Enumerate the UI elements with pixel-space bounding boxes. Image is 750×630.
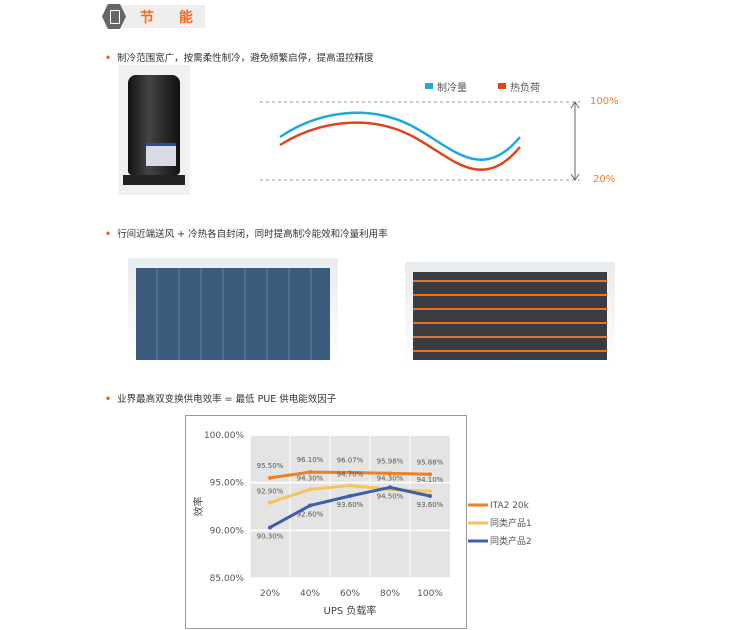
legend-label: 同类产品2 <box>490 535 532 547</box>
data-label: 93.60% <box>417 501 444 509</box>
efficiency-chart-frame <box>185 415 467 629</box>
y-tick-label: 95.00% <box>210 479 245 489</box>
legend-swatch-cooling <box>425 83 433 89</box>
efficiency-chart: 85.00% 90.00% 95.00% 100.00% 20% 40% 60% 80% 100… <box>192 431 532 617</box>
data-point <box>308 487 312 492</box>
data-label: 93.60% <box>337 501 364 509</box>
data-label: 94.50% <box>377 492 404 500</box>
data-point <box>348 483 352 488</box>
legend-label: 同类产品1 <box>490 517 532 529</box>
bullet-text: 业界最高双变换供电效率 = 最低 PUE 供电能效因子 <box>117 394 337 405</box>
x-axis-label: UPS 负载率 <box>324 604 377 617</box>
cooling-curve <box>279 111 521 161</box>
legend-label: ITA2 20k <box>490 501 530 511</box>
data-point <box>388 471 392 476</box>
bullet-text: 制冷范围宽广，按需柔性制冷，避免频繁启停，提高温控精度 <box>117 53 374 64</box>
label-20: 20% <box>593 174 616 185</box>
heat-curve <box>279 121 521 171</box>
data-point <box>268 475 272 480</box>
data-point <box>348 494 352 499</box>
data-point <box>268 525 272 530</box>
label-100: 100% <box>590 96 619 107</box>
rack-hot-aisle-image <box>405 262 615 368</box>
plot-area <box>250 435 450 578</box>
rack-cold-aisle-image <box>128 258 338 368</box>
data-point <box>348 470 352 475</box>
data-label: 94.30% <box>377 474 404 482</box>
bullet-cooling: • 制冷范围宽广，按需柔性制冷，避免频繁启停，提高温控精度 <box>105 53 374 64</box>
x-tick-label: 20% <box>260 589 280 599</box>
data-point <box>428 472 432 477</box>
x-tick-label: 40% <box>300 589 320 599</box>
bullet-efficiency: • 业界最高双变换供电效率 = 最低 PUE 供电能效因子 <box>105 394 337 405</box>
data-label: 92.90% <box>257 488 284 496</box>
data-point <box>428 489 432 494</box>
data-label: 90.30% <box>257 532 284 540</box>
y-tick-label: 100.00% <box>204 431 244 441</box>
y-tick-label: 85.00% <box>210 574 245 584</box>
section-header <box>105 5 205 28</box>
y-axis-label: 效率 <box>192 497 205 517</box>
bullet-text: 行间近端送风 + 冷热各自封闭，同时提高制冷能效和冷量利用率 <box>117 229 388 240</box>
data-label: 94.10% <box>417 476 444 484</box>
cooling-wave-diagram <box>260 83 580 181</box>
y-tick-label: 90.00% <box>210 526 245 536</box>
legend-swatch-heat <box>498 83 506 89</box>
compressor-image <box>118 65 190 195</box>
data-label: 95.50% <box>257 462 284 470</box>
section-title: 节 能 <box>140 10 203 26</box>
bullet-airflow: • 行间近端送风 + 冷热各自封闭，同时提高制冷能效和冷量利用率 <box>105 229 388 240</box>
legend-heat: 热负荷 <box>510 83 540 94</box>
x-tick-label: 60% <box>340 589 360 599</box>
data-point <box>428 494 432 499</box>
data-label: 94.70% <box>337 471 364 479</box>
x-tick-label: 80% <box>380 589 400 599</box>
x-tick-label: 100% <box>417 589 443 599</box>
data-label: 95.98% <box>377 457 404 465</box>
legend-cooling: 制冷量 <box>437 83 467 94</box>
data-point <box>308 470 312 475</box>
data-point <box>308 503 312 508</box>
data-point <box>388 485 392 490</box>
data-label: 92.60% <box>297 511 324 519</box>
data-label: 96.07% <box>337 456 364 464</box>
data-point <box>268 500 272 505</box>
data-label: 96.10% <box>297 456 324 464</box>
data-label: 94.30% <box>297 474 324 482</box>
data-label: 95.88% <box>417 458 444 466</box>
